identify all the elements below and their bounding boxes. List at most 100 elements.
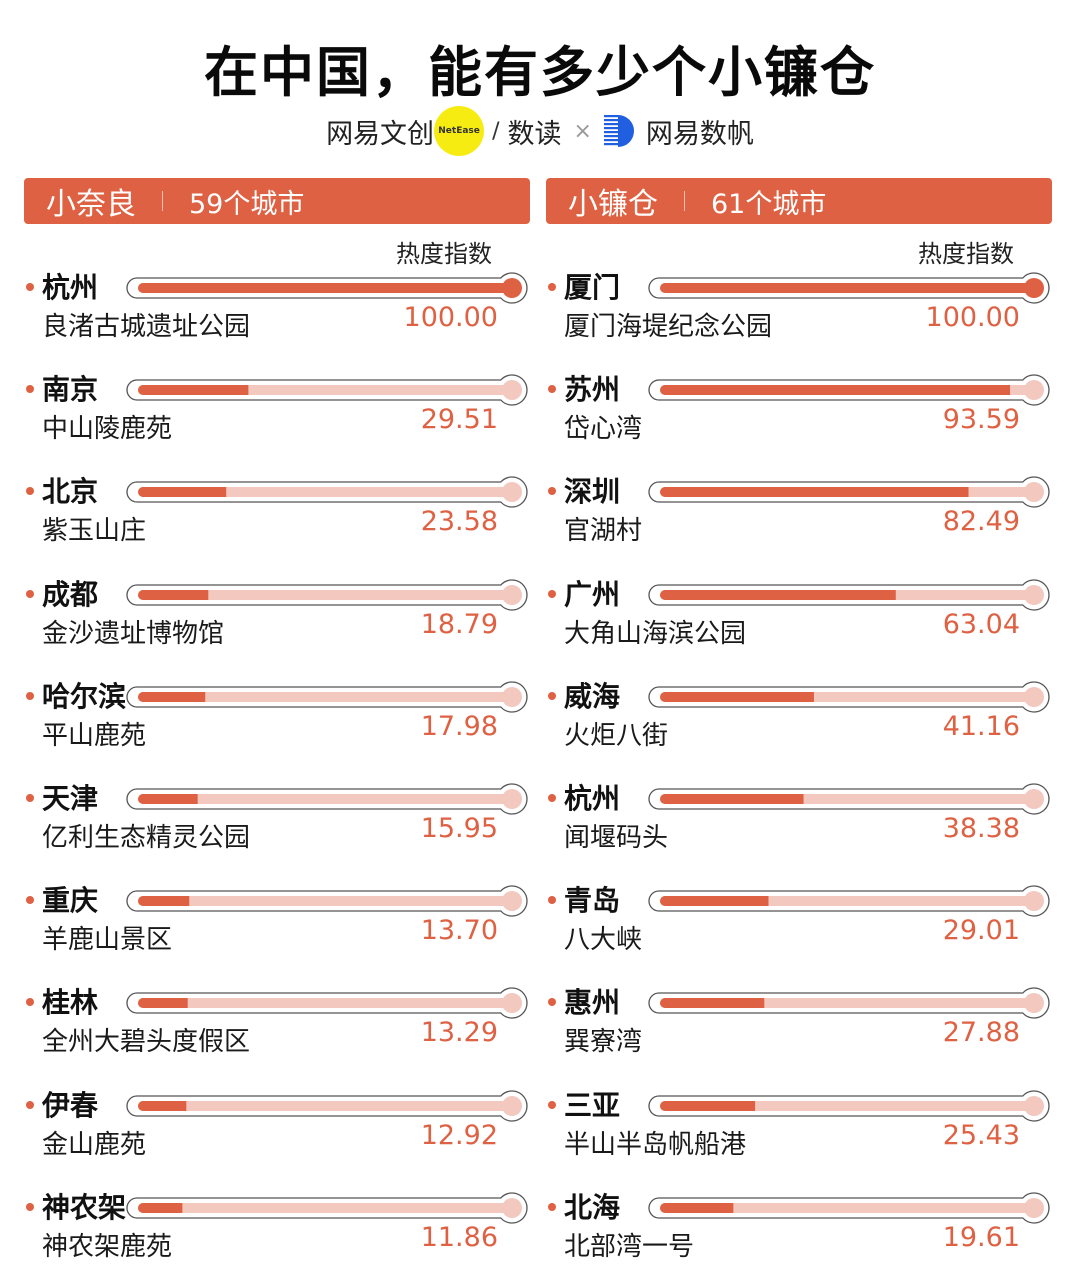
bullet-icon [26,1202,34,1211]
heat-value: 41.16 [942,710,1020,742]
bullet-icon [26,589,34,598]
heat-value: 15.95 [420,813,498,844]
ranking-row: 北京 紫玉山庄 23.58 [24,470,530,570]
thermometer-icon [648,578,1050,611]
thermometer-bar [648,783,1050,815]
city-name: 三亚 [564,1088,621,1122]
heat-value: 38.38 [942,813,1020,844]
ranking-row: 成都 金沙遗址博物馆 18.79 [24,573,530,673]
thermometer-icon [126,374,528,406]
thermometer-bar [648,578,1050,611]
thermometer-bar [126,885,528,917]
place-name: 羊鹿山景区 [42,925,173,956]
thermometer-icon [648,1192,1050,1224]
thermometer-bar [648,476,1050,509]
thermometer-icon [648,987,1050,1020]
bullet-icon [548,589,556,598]
heat-value: 19.61 [942,1221,1020,1253]
city-name: 哈尔滨 [42,679,127,713]
place-name: 八大峡 [564,925,643,956]
thermometer-icon [126,885,528,917]
brand-times: × [573,118,592,144]
thermometer-icon [648,885,1050,917]
thermometer-icon [648,681,1050,713]
heat-value: 100.00 [925,302,1020,333]
thermometer-icon [126,578,528,611]
city-name: 桂林 [42,986,99,1020]
thermometer-icon [648,476,1050,509]
ranking-row: 厦门 厦门海堤纪念公园 100.00 [546,266,1052,366]
netease-shufan-logo: 网易数帆 [645,118,754,150]
place-name: 北部湾一号 [564,1231,695,1262]
city-name: 北海 [564,1190,621,1224]
city-name: 神农架 [42,1190,127,1224]
thermometer-bar [126,374,528,406]
thermometer-bar [126,681,528,713]
thermometer-bar [648,1089,1050,1122]
ranking-row: 惠州 巽寮湾 27.88 [546,981,1052,1081]
panel-xiao-nara: 小奈良 59个城市 热度指数 杭州 良渚古城遗址公园 100.00 南京 中山陵鹿苑 29… [24,178,530,1268]
panel-header: 小镰仓 61个城市 [546,178,1052,224]
place-name: 神农架鹿苑 [42,1231,173,1262]
ranking-row: 重庆 羊鹿山景区 13.70 [24,879,530,979]
bullet-icon [26,487,34,496]
heat-value: 29.01 [942,915,1020,947]
thermometer-bar [126,1192,528,1224]
heat-index-label: 热度指数 [396,240,492,268]
heat-value: 82.49 [942,506,1020,538]
bullet-icon [26,998,34,1007]
netease-wenchuang-logo: 网易文创 [326,118,435,150]
ranking-row: 哈尔滨 平山鹿苑 17.98 [24,675,530,775]
thermometer-icon [126,1192,528,1224]
ranking-row: 北海北部湾一号 19.61 [546,1186,1052,1276]
heat-value: 13.70 [420,915,498,947]
page-title: 在中国，能有多少个小镰仓 [204,41,876,104]
city-name: 南京 [42,373,99,407]
ranking-row: 威海 火炬八街 41.16 [546,675,1052,775]
thermometer-icon [126,476,528,509]
place-name: 良渚古城遗址公园 [42,312,251,342]
heat-value: 13.29 [420,1017,498,1049]
city-name: 厦门 [564,271,621,304]
bullet-icon [26,794,34,802]
ranking-row: 天津 亿利生态精灵公园 15.95 [24,777,530,877]
bullet-icon [548,691,556,700]
heat-value: 23.58 [420,506,498,538]
thermometer-bar [126,578,528,611]
place-name: 平山鹿苑 [42,720,147,751]
city-name: 伊春 [42,1088,99,1122]
thermometer-icon [648,272,1050,304]
place-name: 金山鹿苑 [42,1129,147,1160]
thermometer-bar [648,374,1050,406]
city-name: 威海 [564,679,621,713]
place-name: 闻堰码头 [564,823,669,853]
heat-value: 100.00 [403,302,498,333]
ranking-row: 神农架 神农架鹿苑 11.86 [24,1186,530,1276]
place-name: 官湖村 [564,516,643,547]
heat-value: 93.59 [942,404,1020,436]
bullet-icon [548,896,556,905]
brand-bar: 网易文创 NetEase / 数读 × 网易数帆 [0,106,1080,156]
bullet-icon [26,691,34,700]
bullet-icon [26,283,34,291]
panel-name: 小镰仓 [568,187,658,222]
bullet-icon [548,1202,556,1211]
thermometer-icon [126,681,528,713]
thermometer-icon [126,783,528,815]
thermometer-bar [126,272,528,304]
thermometer-icon [126,987,528,1020]
thermometer-bar [648,681,1050,713]
place-name: 全州大碧头度假区 [42,1027,251,1058]
heat-value: 18.79 [420,608,498,640]
bullet-icon [548,487,556,496]
bullet-icon [548,283,556,291]
city-name: 广州 [564,577,621,611]
thermometer-bar [126,783,528,815]
bullet-icon [548,385,556,394]
bullet-icon [548,794,556,802]
panel-xiao-kamakura: 小镰仓 61个城市 热度指数 厦门 厦门海堤纪念公园 100.00 苏州 岱心湾 93.5… [546,178,1052,1268]
place-name: 金沙遗址博物馆 [42,618,225,649]
ranking-row: 广州 大角山海滨公园 63.04 [546,573,1052,673]
heat-value: 29.51 [420,404,498,436]
panel-header: 小奈良 59个城市 [24,178,530,224]
